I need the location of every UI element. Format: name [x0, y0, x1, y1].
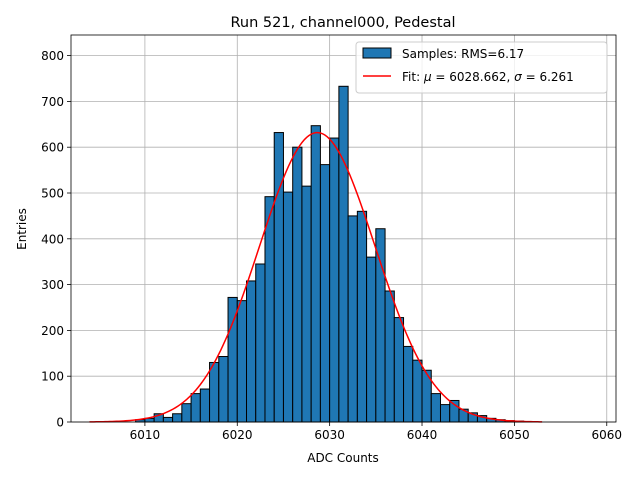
histogram-bar: [181, 403, 192, 423]
x-tick-label: 6020: [222, 428, 253, 442]
histogram-bar: [403, 345, 414, 423]
histogram-bar: [255, 263, 266, 423]
histogram-bar: [375, 228, 386, 423]
histogram-bar: [172, 413, 183, 423]
legend-sigma-value: = 6.261: [522, 70, 574, 84]
legend-histogram-label: Samples: RMS=6.17: [402, 47, 524, 61]
legend-histogram-patch: [362, 47, 392, 59]
histogram-bars: [135, 85, 534, 423]
plot-frame: [70, 34, 617, 423]
y-tick-label: 0: [56, 416, 64, 430]
x-tick-label: 6060: [591, 428, 622, 442]
y-tick-label: 100: [41, 370, 64, 384]
histogram-bar: [310, 125, 321, 423]
histogram-bar: [199, 388, 211, 423]
histogram-bar: [162, 416, 174, 423]
y-tick-label: 700: [41, 95, 64, 109]
histogram-bar: [366, 256, 377, 423]
histogram-bar: [282, 191, 294, 423]
x-tick-label: 6010: [130, 428, 161, 442]
histogram-bar: [236, 300, 248, 423]
legend: Samples: RMS=6.17 Fit: μ = 6028.662, σ =…: [355, 41, 608, 94]
histogram-bar: [384, 290, 395, 423]
histogram-bar: [338, 85, 349, 423]
histogram-bar: [439, 404, 451, 423]
y-tick-label: 400: [41, 232, 64, 246]
legend-fit-label: Fit: μ = 6028.662, σ = 6.261: [402, 70, 574, 84]
histogram-bar: [301, 185, 312, 423]
y-axis-label: Entries: [15, 208, 29, 250]
histogram-bar: [319, 164, 331, 423]
y-tick-label: 800: [41, 49, 64, 63]
legend-mu-value: = 6028.662,: [432, 70, 515, 84]
legend-sigma-symbol: σ: [514, 70, 522, 84]
x-axis-ticks: 6010 6020 6030 6040 6050 6060: [130, 422, 622, 442]
histogram-bar: [329, 137, 340, 423]
legend-frame: [355, 41, 608, 94]
histogram-bar: [393, 317, 405, 423]
histogram-bar: [412, 359, 423, 423]
y-tick-label: 600: [41, 141, 64, 155]
histogram-bar: [292, 146, 303, 423]
histogram-bar: [347, 215, 358, 423]
histogram-bar: [190, 393, 201, 423]
histogram-bar: [273, 132, 284, 423]
x-axis-label: ADC Counts: [307, 451, 379, 465]
x-tick-label: 6040: [407, 428, 438, 442]
y-tick-label: 500: [41, 187, 64, 201]
histogram-bar: [430, 393, 441, 423]
fit-curve: [89, 131, 543, 423]
x-tick-label: 6030: [314, 428, 345, 442]
y-tick-label: 300: [41, 278, 64, 292]
histogram-bar: [246, 280, 257, 423]
legend-mu-symbol: μ: [423, 70, 432, 84]
legend-fit-prefix: Fit:: [402, 70, 424, 84]
x-tick-label: 6050: [499, 428, 530, 442]
histogram-bar: [209, 361, 220, 423]
histogram-bar: [356, 210, 368, 423]
y-axis-ticks: 0 100 200 300 400 500 600 700 800: [41, 49, 71, 430]
chart-title: Run 521, channel000, Pedestal: [230, 15, 455, 31]
histogram-bar: [264, 196, 275, 423]
y-tick-label: 200: [41, 324, 64, 338]
histogram-bar: [218, 356, 229, 423]
